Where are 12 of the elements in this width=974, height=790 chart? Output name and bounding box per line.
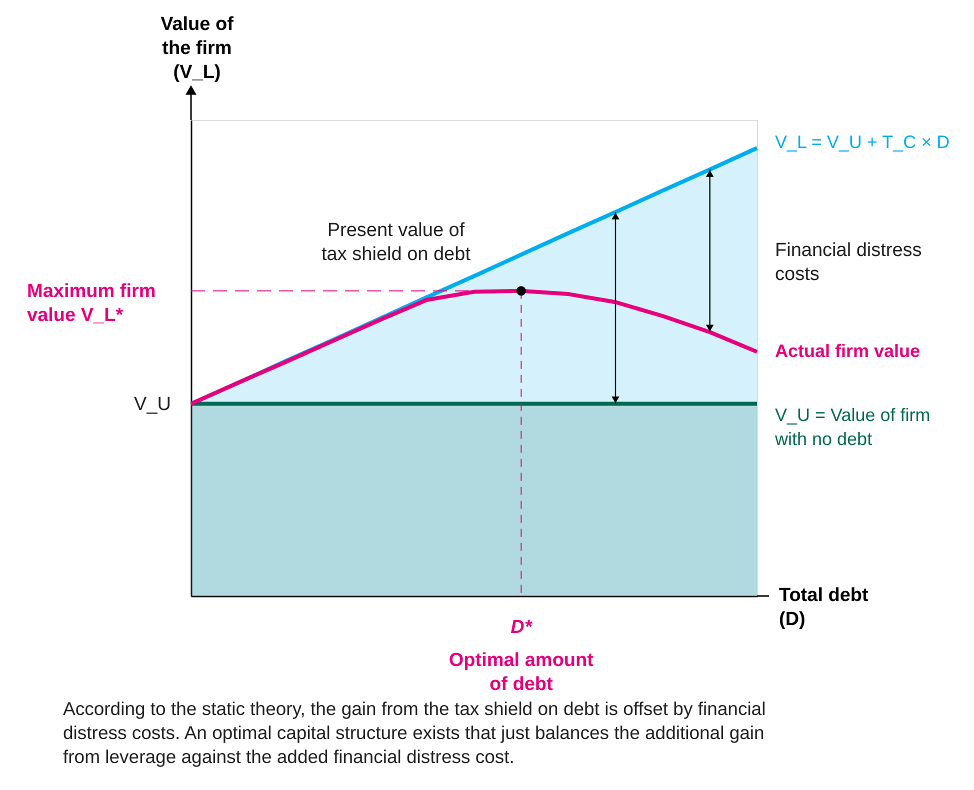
text: According to the static theory, the gain from the tax shield on debt is offset by financial distress costs. An optimal capital structure exists that just balances the additional gain from leverage against the added financial distress cost. (63, 698, 766, 767)
annotation: Present value of tax shield on debt (322, 220, 472, 265)
y-axis-title: Value of the firm (V_L) (160, 14, 234, 83)
series-label: Actual firm value (775, 340, 920, 361)
ref-line-label: Maximum firm value V_L* (27, 280, 156, 326)
text: Optimal amount of debt (448, 650, 594, 695)
text: D* (510, 617, 534, 638)
x-axis-title: Total debt (D) (779, 585, 870, 630)
text: Financial distress costs (775, 240, 922, 285)
series-label: V_L = V_U + T_C × D (775, 132, 950, 152)
series-label: V_U = Value of firm with no debt (774, 404, 930, 449)
text: V_U (134, 394, 171, 415)
